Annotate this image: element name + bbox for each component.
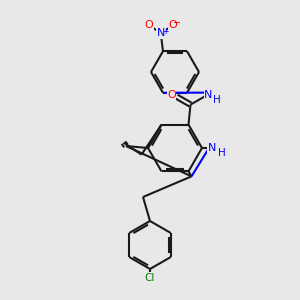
- Text: H: H: [218, 148, 226, 158]
- Text: N: N: [157, 28, 165, 38]
- Text: −: −: [173, 18, 181, 28]
- Text: O: O: [145, 20, 153, 30]
- Text: +: +: [162, 27, 168, 36]
- Text: H: H: [213, 94, 220, 105]
- Text: N: N: [204, 90, 213, 100]
- Text: Cl: Cl: [145, 273, 155, 283]
- Text: O: O: [167, 90, 176, 100]
- Text: O: O: [169, 20, 177, 30]
- Text: N: N: [208, 143, 216, 153]
